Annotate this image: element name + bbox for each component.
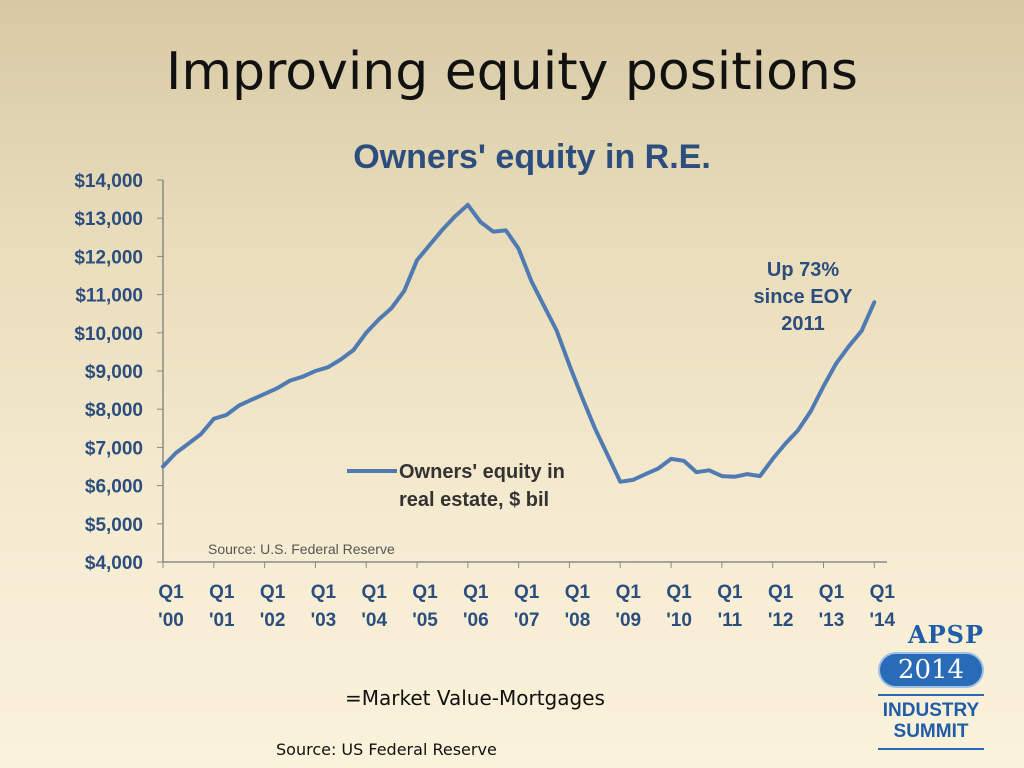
logo-brand: APSP (907, 620, 984, 649)
logo-summit: SUMMIT (893, 721, 969, 742)
chart-source-note: Source: U.S. Federal Reserve (208, 541, 395, 557)
x-tick-label-quarter: Q1 (565, 582, 591, 603)
x-tick-label-quarter: Q1 (362, 582, 388, 603)
y-tick-label: $8,000 (85, 400, 143, 421)
owners-equity-line-chart: Owners' equity in R.E. $4,000 $5,000 $6,00… (74, 138, 896, 631)
footnote-formula: =Market Value-Mortgages (345, 686, 605, 710)
x-tick-label-year: '13 (819, 610, 845, 631)
x-tick-label-year: '12 (768, 610, 794, 631)
x-tick-label-year: '09 (615, 610, 641, 631)
x-tick-label-quarter: Q1 (463, 582, 489, 603)
x-tick-label-quarter: Q1 (311, 582, 337, 603)
y-tick-label: $10,000 (74, 324, 143, 345)
x-tick-label-quarter: Q1 (514, 582, 540, 603)
y-tick-label: $14,000 (74, 171, 143, 192)
y-tick-label: $6,000 (85, 477, 143, 498)
x-tick-label-quarter: Q1 (260, 582, 286, 603)
logo-industry: INDUSTRY (882, 700, 980, 721)
y-tick-label: $13,000 (74, 209, 143, 230)
annotation-line: 2011 (781, 313, 824, 335)
logo-divider (878, 694, 984, 696)
y-axis-ticks: $4,000 $5,000 $6,000 $7,000 $8,000 $9,000 $10,… (74, 171, 163, 574)
legend-label: Owners' equity in (399, 461, 565, 483)
y-tick-label: $9,000 (85, 362, 143, 383)
slide-title: Improving equity positions (166, 42, 858, 102)
y-tick-label: $11,000 (75, 286, 143, 307)
x-tick-label-year: '01 (209, 610, 235, 631)
y-tick-label: $4,000 (85, 553, 143, 574)
x-tick-label-year: '03 (311, 610, 337, 631)
y-tick-label: $5,000 (85, 515, 143, 536)
x-tick-label-quarter: Q1 (819, 582, 845, 603)
x-tick-label-year: '07 (514, 610, 540, 631)
legend-label: real estate, $ bil (399, 489, 549, 511)
series-line-owners-equity (161, 202, 877, 484)
y-tick-label: $7,000 (85, 438, 143, 459)
x-tick-label-quarter: Q1 (616, 582, 642, 603)
x-tick-label-year: '08 (565, 610, 591, 631)
x-tick-label-quarter: Q1 (666, 582, 692, 603)
x-tick-label-quarter: Q1 (717, 582, 743, 603)
annotation-line: since EOY (754, 286, 854, 308)
x-tick-label-quarter: Q1 (158, 582, 184, 603)
logo-divider-bottom (878, 748, 984, 750)
x-tick-label-year: '10 (666, 610, 692, 631)
annotation-line: Up 73% (767, 259, 839, 281)
x-tick-label-year: '04 (361, 610, 387, 631)
x-tick-label-year: '00 (158, 610, 184, 631)
slide-source: Source: US Federal Reserve (276, 740, 497, 759)
chart-annotation: Up 73% since EOY 2011 (754, 259, 854, 335)
x-tick-label-quarter: Q1 (870, 582, 896, 603)
x-tick-label-quarter: Q1 (768, 582, 794, 603)
x-tick-label-quarter: Q1 (412, 582, 438, 603)
apsp-logo: APSP 2014 INDUSTRY SUMMIT (878, 622, 984, 754)
x-tick-label-year: '14 (869, 610, 895, 631)
x-tick-label-year: '11 (718, 610, 743, 631)
chart-title: Owners' equity in R.E. (353, 138, 711, 176)
chart-series (161, 202, 877, 484)
x-tick-label-year: '05 (412, 610, 438, 631)
chart-legend: Owners' equity in real estate, $ bil (347, 461, 565, 511)
x-axis-ticks: Q1 '00 Q1 '01 Q1 '02 Q1 '03 Q1 '04 Q1 '05 Q1 '06 Q1 '07… (158, 562, 896, 631)
x-tick-label-year: '06 (463, 610, 489, 631)
x-tick-label-quarter: Q1 (209, 582, 235, 603)
y-tick-label: $12,000 (74, 247, 143, 268)
x-tick-label-year: '02 (260, 610, 286, 631)
logo-year-badge: 2014 (878, 652, 984, 688)
